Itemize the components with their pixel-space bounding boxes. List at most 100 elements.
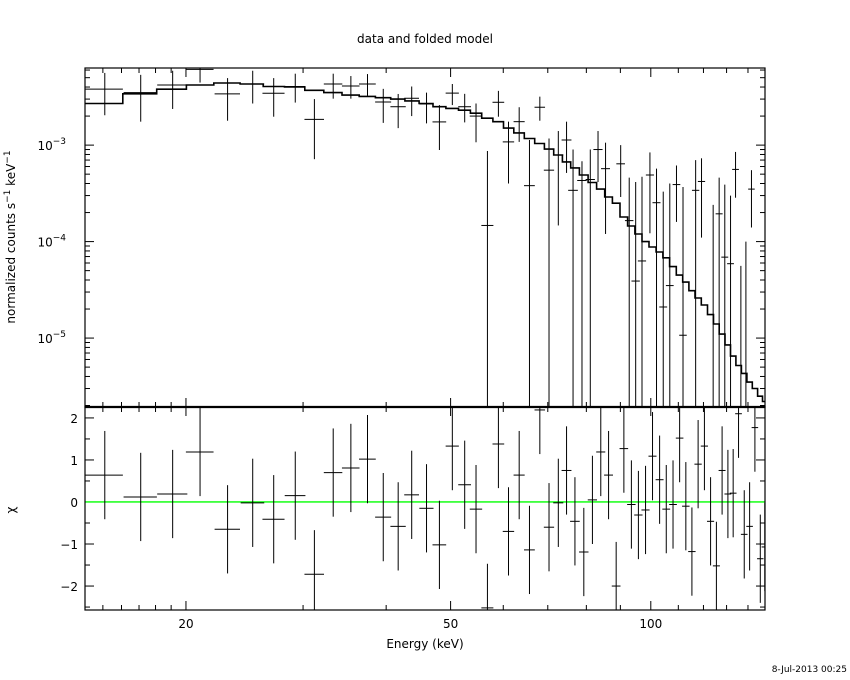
data-point xyxy=(502,121,515,184)
data-point xyxy=(323,73,343,99)
residual-point xyxy=(240,458,265,547)
residual-point xyxy=(157,449,188,539)
residual-point xyxy=(85,430,123,520)
y-tick-base: 10 xyxy=(37,139,52,153)
residual-point xyxy=(751,407,759,472)
residual-point xyxy=(390,482,406,571)
residual-point xyxy=(543,483,555,572)
chart-title: data and folded model xyxy=(357,32,493,46)
x-tick-label: 100 xyxy=(639,617,662,631)
residual-point xyxy=(469,465,483,554)
data-point xyxy=(745,241,747,407)
data-point xyxy=(543,138,555,407)
data-point xyxy=(631,181,640,407)
data-point xyxy=(262,78,285,117)
data-point xyxy=(652,168,661,407)
residual-point xyxy=(534,407,546,455)
residual-point xyxy=(669,460,677,549)
residual-point xyxy=(648,412,657,501)
data-point xyxy=(390,93,406,129)
y-tick-base: 10 xyxy=(37,236,52,250)
residual-point xyxy=(688,507,696,596)
ylabel-sup1: −1 xyxy=(3,190,13,203)
data-point xyxy=(577,161,587,407)
residual-point xyxy=(587,455,598,545)
residual-point xyxy=(404,450,420,539)
timestamp: 8-Jul-2013 00:25 xyxy=(772,665,847,675)
chi-tick-label: −2 xyxy=(60,580,78,594)
residual-point xyxy=(707,477,715,566)
data-point xyxy=(445,84,459,106)
data-point xyxy=(469,103,483,143)
data-point xyxy=(727,195,734,407)
residual-point xyxy=(359,414,376,504)
data-point xyxy=(659,191,668,407)
data-point xyxy=(645,152,654,234)
data-point xyxy=(419,92,434,124)
residual-panel-data xyxy=(85,407,765,610)
residual-point xyxy=(553,458,564,547)
residual-point xyxy=(662,465,671,554)
residual-point xyxy=(375,472,392,562)
data-point xyxy=(585,149,595,407)
data-point xyxy=(665,183,674,407)
data-point xyxy=(404,86,420,117)
data-point xyxy=(524,139,535,407)
residual-point xyxy=(724,449,732,539)
y-tick-label: 10−5 xyxy=(37,330,66,346)
ylabel-sup2: −1 xyxy=(3,150,13,163)
data-point xyxy=(715,177,723,407)
data-point xyxy=(721,184,729,407)
data-point xyxy=(691,160,700,407)
residual-point xyxy=(675,407,684,483)
residual-point xyxy=(596,407,606,497)
data-point xyxy=(679,187,687,407)
residual-point xyxy=(262,475,285,564)
data-point xyxy=(740,265,742,407)
data-point xyxy=(481,150,494,407)
residual-point xyxy=(712,521,720,610)
residual-point xyxy=(682,462,690,551)
data-point xyxy=(616,145,625,197)
residual-point xyxy=(735,407,742,458)
y-tick-exponent: −4 xyxy=(53,234,67,244)
data-point xyxy=(240,70,265,104)
top-panel-data xyxy=(85,68,765,407)
chi-tick-label: −1 xyxy=(60,538,78,552)
data-point xyxy=(85,72,123,116)
data-point xyxy=(568,149,578,407)
residual-point xyxy=(655,435,664,524)
residual-point xyxy=(492,407,505,489)
data-point xyxy=(748,170,755,228)
residual-point xyxy=(604,430,613,520)
x-tick-label: 50 xyxy=(443,617,458,631)
residual-point xyxy=(123,452,157,542)
residual-point xyxy=(214,485,241,574)
data-point xyxy=(284,73,306,103)
data-point xyxy=(697,158,706,238)
residual-point xyxy=(481,563,494,610)
residual-point xyxy=(284,451,306,540)
residual-point xyxy=(718,426,726,515)
data-point xyxy=(637,176,647,407)
chi-tick-label: 0 xyxy=(70,496,78,510)
residual-point xyxy=(458,440,472,529)
residual-point xyxy=(341,423,360,513)
data-point xyxy=(672,165,681,222)
data-point xyxy=(492,90,505,117)
residual-point xyxy=(694,420,702,509)
y-tick-exponent: −5 xyxy=(53,330,66,340)
residual-point xyxy=(729,449,737,538)
y-tick-base: 10 xyxy=(37,332,52,346)
data-point xyxy=(534,96,546,121)
data-point xyxy=(432,105,447,151)
residual-point xyxy=(579,507,589,597)
residual-point xyxy=(627,460,636,549)
residual-point xyxy=(740,490,748,579)
x-tick-label: 20 xyxy=(178,617,193,631)
chi-tick-label: 1 xyxy=(70,454,78,468)
data-point xyxy=(553,131,564,226)
data-point xyxy=(157,70,188,109)
